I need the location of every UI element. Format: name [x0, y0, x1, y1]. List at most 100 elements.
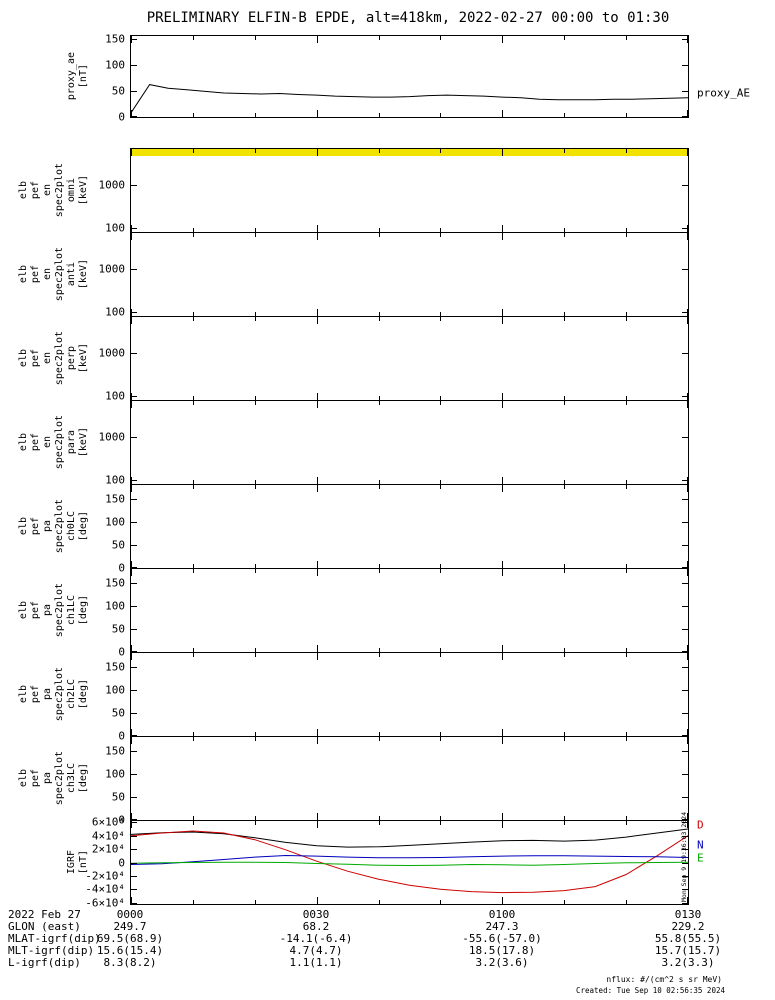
- x-tick: [254, 149, 256, 153]
- y-tick: [131, 38, 137, 40]
- y-tick: [682, 773, 688, 775]
- panel-y-label-line: pa: [42, 604, 53, 617]
- panel-pa-ch2lc: 0 50 100 150 elb pef pa spec2plot ch2LC [deg]: [18, 652, 689, 742]
- panel-pa-ch1lc: 0 50 100 150 elb pef pa spec2plot ch1LC [deg]: [18, 568, 689, 658]
- flux-units-note: nflux: #/(cm^2 s sr MeV): [606, 975, 722, 984]
- x-tick: [440, 312, 442, 316]
- panel-y-label-line: spec2plot: [54, 415, 65, 470]
- x-tick: [502, 653, 504, 660]
- x-tick: [564, 401, 566, 405]
- panel-y-label-line: [keV]: [78, 427, 89, 458]
- x-tick: [192, 228, 194, 232]
- y-tick: [682, 835, 688, 837]
- panel-y-label-line: [keV]: [78, 175, 89, 206]
- x-tick: [254, 485, 256, 489]
- panel-en-anti: 100 1000 elb pef en spec2plot anti [keV]: [18, 232, 689, 317]
- x-tick: [440, 569, 442, 573]
- x-tick: [316, 401, 318, 408]
- time-tick-label: 0100: [488, 908, 516, 921]
- x-tick: [564, 317, 566, 321]
- x-tick: [131, 110, 132, 117]
- y-tick-label: 100: [105, 767, 125, 781]
- x-tick: [626, 233, 628, 237]
- x-tick: [502, 729, 504, 736]
- panel-y-label: proxy_ae [nT]: [66, 36, 89, 117]
- x-tick: [440, 233, 442, 237]
- x-tick: [626, 480, 628, 484]
- y-tick-label: 1000: [98, 178, 126, 192]
- panel-y-label: elb pef pa spec2plot ch0LC [deg]: [18, 485, 89, 568]
- x-tick: [192, 732, 194, 736]
- x-tick: [316, 897, 318, 904]
- x-tick: [131, 737, 132, 744]
- date-label: 2022 Feb 27: [8, 908, 81, 921]
- x-tick: [192, 312, 194, 316]
- x-tick: [502, 561, 504, 568]
- panel-y-label-line: en: [42, 184, 53, 197]
- y-tick: [682, 567, 688, 568]
- x-tick: [564, 653, 566, 657]
- panel-en-para: 100 1000 elb pef en spec2plot para [keV]: [18, 400, 689, 485]
- x-tick: [131, 821, 132, 828]
- x-tick: [378, 821, 380, 825]
- x-tick: [502, 110, 504, 117]
- y-tick-label: 100: [105, 221, 125, 235]
- x-tick: [564, 396, 566, 400]
- x-tick: [192, 233, 194, 237]
- x-tick: [254, 396, 256, 400]
- x-tick: [316, 813, 318, 820]
- x-tick: [131, 897, 132, 904]
- x-tick: [626, 648, 628, 652]
- x-tick: [626, 149, 628, 153]
- y-tick: [131, 628, 137, 630]
- panel-y-label-line: omni: [66, 178, 77, 203]
- y-tick: [682, 38, 688, 40]
- x-tick: [687, 233, 688, 240]
- x-tick: [502, 36, 504, 43]
- y-tick: [682, 544, 688, 546]
- y-tick: [131, 437, 137, 439]
- x-tick: [626, 737, 628, 741]
- x-tick: [254, 36, 256, 40]
- x-tick: [254, 317, 256, 321]
- x-tick: [626, 569, 628, 573]
- y-tick: [131, 498, 137, 500]
- y-tick: [131, 90, 137, 92]
- y-tick-label: 50: [111, 622, 125, 636]
- x-tick: [316, 477, 318, 484]
- x-tick: [502, 821, 504, 828]
- row-value: 3.2(3.6): [475, 956, 529, 969]
- created-timestamp: Created: Tue Sep 10 02:56:35 2024: [575, 986, 725, 995]
- x-tick: [564, 36, 566, 40]
- x-tick: [687, 393, 688, 400]
- panel-y-label-line: pef: [30, 265, 41, 284]
- x-tick: [254, 732, 256, 736]
- y-tick: [682, 689, 688, 691]
- x-tick: [192, 113, 194, 117]
- y-tick-label: 150: [105, 660, 125, 674]
- panel-y-label-line: spec2plot: [54, 247, 65, 302]
- x-tick: [440, 36, 442, 40]
- series-line-E: [131, 861, 688, 867]
- panel-y-label-line: [nT]: [78, 850, 89, 875]
- panel-y-label-line: spec2plot: [54, 667, 65, 722]
- panel-y-label-line: pef: [30, 685, 41, 704]
- x-tick: [502, 309, 504, 316]
- x-tick: [440, 228, 442, 232]
- panel-y-label-line: spec2plot: [54, 583, 65, 638]
- y-tick: [682, 628, 688, 630]
- x-tick: [440, 900, 442, 904]
- x-tick: [254, 564, 256, 568]
- y-tick: [131, 689, 137, 691]
- panel-y-label-line: [deg]: [78, 511, 89, 542]
- x-tick: [564, 821, 566, 825]
- x-tick: [626, 900, 628, 904]
- x-tick: [687, 729, 688, 736]
- y-tick: [682, 902, 688, 904]
- x-tick: [316, 569, 318, 576]
- x-tick: [502, 401, 504, 408]
- x-tick: [192, 480, 194, 484]
- x-tick: [687, 485, 688, 492]
- x-tick: [378, 816, 380, 820]
